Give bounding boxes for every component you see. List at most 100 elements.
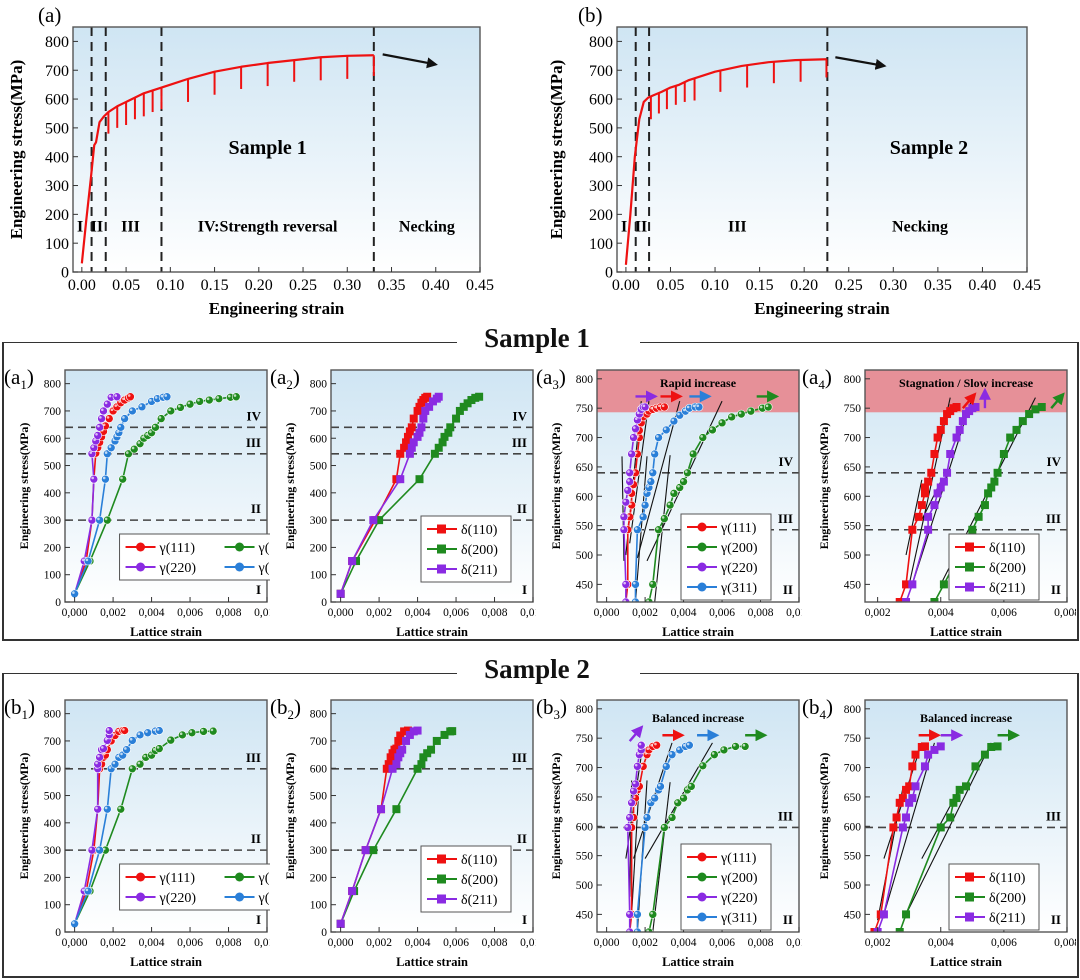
data-point [178,730,187,740]
data-point-marker [135,730,145,740]
plot-frame [330,369,534,603]
data-point-marker [924,750,933,759]
data-point-marker [905,798,914,807]
y-tick-label: 400 [44,488,62,500]
data-point-marker [990,477,999,486]
legend-item: γ(111) [687,851,757,866]
band-label: Balanced increase [652,711,745,725]
y-tick-label: 500 [310,791,328,803]
data-point-highlight [97,754,100,758]
data-point [619,525,629,535]
data-point [97,414,106,423]
data-point-marker [154,744,164,753]
y-tick-label: 500 [44,461,62,473]
data-point-marker [939,580,948,589]
data-point [120,414,129,423]
data-point-marker [731,742,740,751]
necking-arrow-icon [382,53,438,69]
legend-swatch-marker [697,892,707,902]
data-point-highlight [642,824,646,828]
panel-label: (a) [38,3,61,27]
data-point-highlight [93,438,96,442]
stage-label: IV [247,408,262,423]
stage-label: IV [513,408,528,423]
legend-label: δ(110) [989,541,1026,556]
legend-item: γ(311) [224,561,270,576]
y-tick-label: 200 [589,207,613,224]
data-point [199,727,208,736]
data-point-marker [902,580,911,589]
y-tick-label: 800 [44,379,62,391]
legend-item: γ(311) [224,891,270,906]
data-point-marker [336,589,345,598]
y-tick-label: 400 [45,149,69,166]
data-point-marker [660,823,669,832]
data-point-highlight [210,728,214,732]
legend-item: δ(110) [955,871,1026,886]
data-point-marker [413,726,422,735]
data-point [214,394,224,403]
data-point-marker [384,760,393,769]
panel-label: (a2) [270,365,300,392]
data-point-marker [939,477,948,486]
x-tick-label: 0.40 [968,277,996,294]
data-point [103,399,112,409]
x-tick-label: 0,006 [991,607,1017,619]
data-point-marker [625,477,635,486]
data-point [736,409,746,419]
y-tick-label: 550 [844,521,862,533]
data-point-marker [952,433,961,442]
y-tick-label: 100 [45,236,69,253]
data-point-marker [388,764,397,773]
legend-label: γ(220) [720,891,758,906]
data-point [128,406,137,416]
fit-line [905,479,923,556]
x-tick-label: 0.45 [466,277,494,294]
plot-frame [72,26,481,273]
legend-item: γ(220) [125,891,196,906]
data-point [654,525,663,535]
data-point [103,449,112,459]
x-tick-label: 0,010 [520,607,536,619]
data-point-highlight [621,514,625,517]
data-point [135,759,145,769]
data-point-marker [640,402,650,412]
data-point-marker [392,744,401,753]
data-point-marker [409,438,418,447]
data-point-marker [195,397,204,406]
data-point-marker [710,750,719,759]
data-point-highlight [100,746,104,749]
data-point-highlight [634,911,638,915]
data-point-highlight [149,398,152,402]
legend-swatch-marker [697,912,707,922]
data-point-marker [97,414,106,423]
data-point-marker [95,515,104,525]
x-tick-label: 0,004 [405,607,431,619]
data-point [669,416,679,426]
data-point-highlight [642,404,646,408]
data-point [648,580,658,589]
data-point [619,512,629,522]
data-point-highlight [141,435,144,439]
data-point [652,740,661,750]
legend-swatch-marker [697,582,707,592]
data-point-highlight [738,411,742,415]
data-point-highlight [656,527,659,530]
data-point-marker [126,392,135,402]
legend-item: γ(220) [687,891,758,906]
y-tick-label: 100 [310,570,328,582]
data-point-highlight [131,446,135,450]
y-tick-label: 500 [576,880,594,892]
x-tick-label: 0,002 [366,607,392,619]
data-point-marker [623,823,633,832]
data-point-marker [631,779,640,789]
data-point-highlight [95,433,98,436]
x-tick-label: 0.35 [378,277,406,294]
data-point-highlight [72,921,75,924]
y-tick-label: 750 [576,733,594,745]
data-point-highlight [634,417,638,421]
data-point-highlight [684,787,688,790]
data-point-marker [214,394,224,403]
data-point-marker [128,764,137,774]
y-tick-label: 550 [576,521,594,533]
